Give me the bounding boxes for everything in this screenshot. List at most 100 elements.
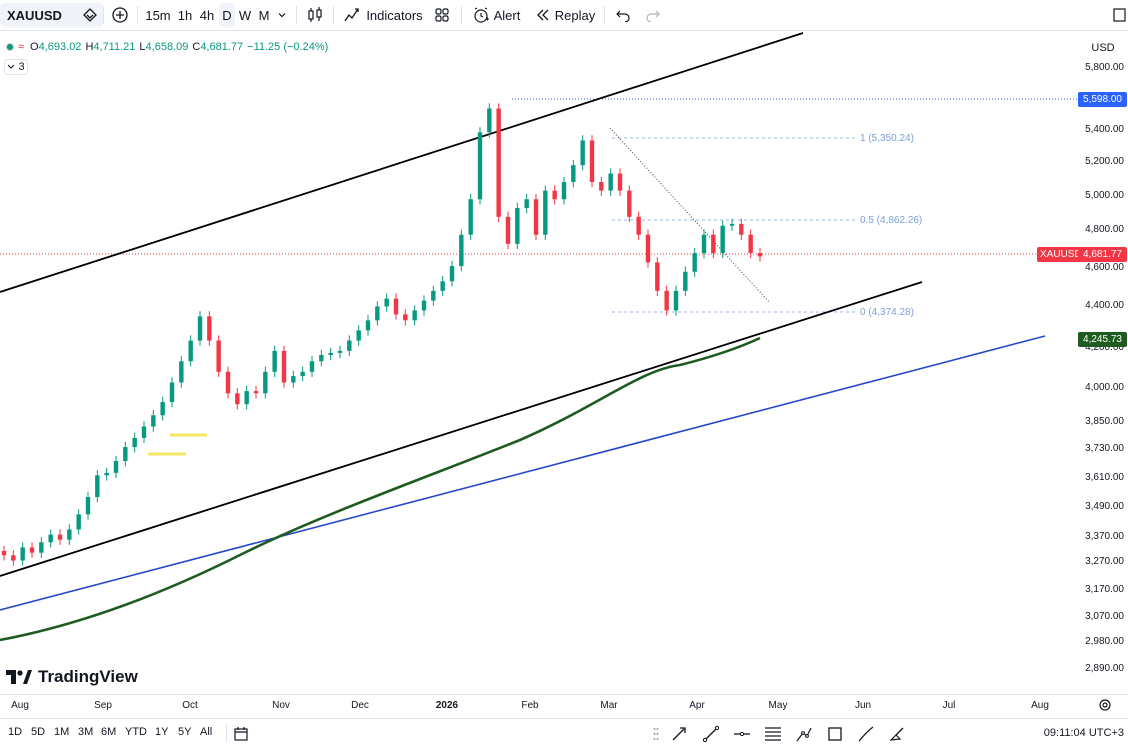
currency-selector[interactable]: USD — [1091, 42, 1115, 54]
fib-label-1: 1 (5,350.24) — [860, 133, 914, 144]
candle-body — [309, 361, 315, 372]
candle-body — [449, 266, 455, 282]
price-label: 4,200.00 — [1085, 342, 1124, 353]
candle-body — [748, 234, 753, 254]
candle-body — [169, 382, 175, 403]
settings-gear-icon[interactable] — [1098, 698, 1112, 717]
tradingview-logo[interactable]: TradingView — [6, 667, 138, 687]
calendar-goto-icon[interactable] — [230, 723, 252, 745]
tradingview-logo-icon — [6, 670, 32, 684]
drag-handle-icon[interactable] — [645, 723, 667, 745]
candles-group — [1, 103, 763, 566]
candle-body — [281, 350, 287, 383]
cursor-line-tool-icon[interactable] — [668, 723, 690, 745]
fib-label-0: 0 (4,374.28) — [860, 307, 914, 318]
chevron-down-icon[interactable] — [274, 3, 290, 27]
fib-retracement-tool-icon[interactable] — [762, 723, 784, 745]
range-1d[interactable]: 1D — [8, 726, 23, 738]
time-label: Aug — [1031, 700, 1049, 711]
time-label: Nov — [272, 700, 290, 711]
templates-grid-icon[interactable] — [430, 3, 454, 27]
timeframe-w[interactable]: W — [238, 7, 252, 23]
candle-body — [421, 300, 427, 311]
candle-body — [235, 393, 240, 405]
ohlc-legend: ≈ O 4,693.02 H 4,711.21 L 4,658.09 C 4,681.7… — [6, 38, 332, 56]
redo-icon[interactable] — [642, 3, 664, 27]
high-key: H — [85, 41, 94, 53]
channel-lower-line — [0, 281, 923, 577]
candle-body — [337, 350, 343, 353]
candle-body — [67, 529, 72, 540]
bottom-toolbar: 1D 5D 1M 3M 6M YTD 1Y 5Y All 09:11:04 UT… — [0, 718, 1128, 746]
range-3m[interactable]: 3M — [78, 726, 94, 738]
candle-body — [188, 340, 193, 362]
candles-chart-type-icon[interactable] — [303, 3, 327, 27]
candle-body — [57, 534, 63, 540]
trendline-tool-icon[interactable] — [700, 723, 722, 745]
price-label: 4,400.00 — [1085, 300, 1124, 311]
candle-body — [365, 320, 371, 331]
symbol-search[interactable]: XAUUSD — [0, 3, 103, 27]
price-chart[interactable] — [0, 31, 1128, 694]
range-5d[interactable]: 5D — [31, 726, 46, 738]
candle-body — [123, 447, 128, 462]
timeframe-m[interactable]: M — [258, 7, 270, 23]
time-label: Jul — [942, 700, 956, 711]
time-label: Sep — [94, 700, 112, 711]
candle-body — [552, 190, 557, 200]
range-1y[interactable]: 1Y — [155, 726, 169, 738]
candle-body — [673, 290, 679, 311]
range-6m[interactable]: 6M — [101, 726, 117, 738]
range-ytd[interactable]: YTD — [125, 726, 147, 738]
candle-body — [1, 550, 7, 556]
compare-add-icon[interactable] — [108, 3, 132, 27]
timeframe-15m[interactable]: 15m — [145, 7, 171, 23]
time-axis[interactable]: Aug Sep Oct Nov Dec 2026 Feb Mar Apr May… — [0, 694, 1128, 716]
timeframe-4h[interactable]: 4h — [199, 7, 215, 23]
pitchfork-tool-icon[interactable] — [793, 723, 815, 745]
candle-body — [477, 132, 483, 200]
replay-button[interactable]: Replay — [533, 3, 597, 27]
timeframe-d[interactable]: D — [219, 3, 235, 27]
current-symbol-tag: XAUUSD — [1037, 247, 1085, 262]
candle-body — [291, 376, 296, 383]
candle-body — [179, 361, 184, 383]
alert-button[interactable]: Alert — [468, 3, 524, 27]
path-tool-icon[interactable] — [855, 723, 877, 745]
indicators-toggle[interactable]: 3 — [4, 59, 28, 75]
clock-timezone[interactable]: 09:11:04 UTC+3 — [1043, 727, 1124, 739]
candle-body — [711, 234, 716, 254]
candle-body — [412, 310, 417, 321]
high-value: 4,711.21 — [93, 41, 136, 53]
price-label: 5,000.00 — [1085, 190, 1124, 201]
range-1m[interactable]: 1M — [54, 726, 70, 738]
layout-icon[interactable] — [1110, 3, 1128, 27]
indicators-button[interactable]: Indicators — [340, 3, 426, 27]
range-5y[interactable]: 5Y — [178, 726, 192, 738]
close-key: C — [192, 41, 201, 53]
price-label: 3,370.00 — [1085, 531, 1124, 542]
rectangle-tool-icon[interactable] — [824, 723, 846, 745]
candle-body — [440, 281, 445, 291]
range-all[interactable]: All — [200, 726, 213, 738]
symbol-menu-icon[interactable] — [80, 3, 100, 27]
blue-trendline — [0, 335, 1046, 611]
candle-body — [459, 234, 464, 267]
candle-body — [608, 173, 613, 191]
candle-body — [29, 547, 35, 553]
candle-body — [328, 352, 333, 355]
candle-body — [160, 402, 165, 416]
price-label: 3,490.00 — [1085, 501, 1124, 512]
candle-body — [76, 514, 81, 530]
candle-body — [300, 371, 305, 377]
candle-body — [113, 461, 119, 473]
horizontal-line-tool-icon[interactable] — [731, 723, 753, 745]
timeframe-1h[interactable]: 1h — [177, 7, 193, 23]
undo-icon[interactable] — [612, 3, 634, 27]
alarm-clock-icon — [474, 7, 489, 23]
candle-body — [319, 354, 324, 362]
price-label: 3,170.00 — [1085, 584, 1124, 595]
price-label: 5,200.00 — [1085, 156, 1124, 167]
ma-price-tag: 4,245.73 — [1078, 332, 1127, 347]
brush-tool-icon[interactable] — [886, 723, 908, 745]
